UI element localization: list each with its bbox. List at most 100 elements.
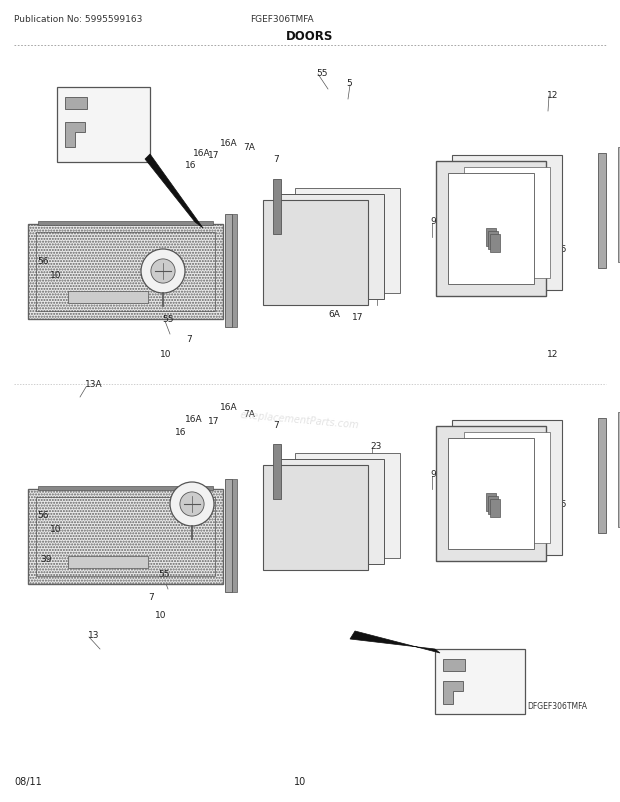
Circle shape bbox=[180, 492, 204, 516]
Text: 10: 10 bbox=[294, 776, 306, 786]
Text: 16A: 16A bbox=[220, 403, 237, 412]
Polygon shape bbox=[68, 557, 148, 569]
Polygon shape bbox=[452, 420, 562, 555]
Polygon shape bbox=[295, 188, 400, 294]
Text: 12: 12 bbox=[547, 91, 559, 99]
Polygon shape bbox=[443, 659, 465, 671]
Text: 23: 23 bbox=[452, 512, 463, 522]
Polygon shape bbox=[38, 486, 213, 490]
Text: 39: 39 bbox=[40, 555, 51, 564]
Polygon shape bbox=[28, 225, 223, 320]
Text: 7A: 7A bbox=[375, 533, 387, 542]
Polygon shape bbox=[490, 500, 500, 517]
Text: 9: 9 bbox=[430, 217, 436, 226]
Text: 23: 23 bbox=[370, 442, 381, 451]
Text: DFGEF306TMFA: DFGEF306TMFA bbox=[527, 702, 587, 711]
Text: 13: 13 bbox=[88, 630, 99, 640]
Text: 55: 55 bbox=[162, 315, 174, 324]
Polygon shape bbox=[279, 460, 384, 565]
Polygon shape bbox=[464, 168, 550, 278]
Polygon shape bbox=[486, 229, 496, 247]
Polygon shape bbox=[225, 215, 232, 327]
Polygon shape bbox=[68, 292, 148, 304]
Polygon shape bbox=[279, 195, 384, 300]
Polygon shape bbox=[57, 88, 150, 163]
Text: FGEF306TMFA: FGEF306TMFA bbox=[250, 15, 314, 25]
Text: 7A: 7A bbox=[243, 410, 255, 419]
Text: 17: 17 bbox=[208, 417, 219, 426]
Text: 22A: 22A bbox=[360, 188, 378, 197]
Polygon shape bbox=[65, 123, 85, 148]
Circle shape bbox=[151, 260, 175, 284]
Polygon shape bbox=[295, 453, 400, 558]
Polygon shape bbox=[436, 162, 546, 297]
Polygon shape bbox=[598, 419, 606, 533]
Text: 17: 17 bbox=[208, 150, 219, 160]
Polygon shape bbox=[488, 232, 498, 249]
Text: 10: 10 bbox=[50, 271, 61, 280]
Text: 08/11: 08/11 bbox=[14, 776, 42, 786]
Polygon shape bbox=[486, 493, 496, 512]
Polygon shape bbox=[435, 649, 525, 714]
Text: 7: 7 bbox=[273, 156, 279, 164]
Text: 9: 9 bbox=[430, 470, 436, 479]
Text: 5: 5 bbox=[346, 79, 352, 87]
Text: 55: 55 bbox=[158, 569, 169, 579]
Text: 42: 42 bbox=[90, 141, 100, 150]
Polygon shape bbox=[490, 235, 500, 253]
Text: 10: 10 bbox=[160, 350, 172, 359]
Text: 56: 56 bbox=[37, 510, 48, 519]
Circle shape bbox=[141, 249, 185, 294]
Text: 16: 16 bbox=[185, 160, 197, 169]
Text: 13A: 13A bbox=[85, 380, 103, 389]
Polygon shape bbox=[273, 180, 281, 235]
Polygon shape bbox=[618, 412, 620, 528]
Text: 10: 10 bbox=[50, 525, 61, 534]
Polygon shape bbox=[448, 439, 534, 549]
Polygon shape bbox=[488, 496, 498, 514]
Text: Publication No: 5995599163: Publication No: 5995599163 bbox=[14, 15, 143, 25]
Text: 42: 42 bbox=[468, 695, 479, 703]
Polygon shape bbox=[28, 489, 223, 585]
Polygon shape bbox=[232, 480, 237, 592]
Polygon shape bbox=[65, 98, 87, 110]
Text: 7: 7 bbox=[148, 593, 154, 602]
Text: 7A: 7A bbox=[375, 286, 387, 294]
Polygon shape bbox=[225, 480, 232, 592]
Polygon shape bbox=[263, 465, 368, 570]
Text: 16: 16 bbox=[175, 428, 187, 437]
Text: 3: 3 bbox=[520, 273, 526, 282]
Text: 6: 6 bbox=[305, 557, 311, 565]
Text: 16A: 16A bbox=[185, 415, 203, 424]
Text: 16A: 16A bbox=[220, 138, 237, 148]
Text: 55: 55 bbox=[555, 500, 567, 508]
Text: 10: 10 bbox=[155, 611, 167, 620]
Polygon shape bbox=[618, 148, 620, 263]
Text: 17: 17 bbox=[352, 313, 363, 322]
Polygon shape bbox=[448, 174, 534, 285]
Text: 64: 64 bbox=[468, 660, 479, 669]
Text: 56: 56 bbox=[37, 257, 48, 266]
Polygon shape bbox=[145, 155, 203, 229]
Polygon shape bbox=[598, 154, 606, 269]
Text: 64: 64 bbox=[90, 99, 100, 107]
Polygon shape bbox=[436, 427, 546, 561]
Text: 7: 7 bbox=[273, 421, 279, 430]
Circle shape bbox=[170, 482, 214, 526]
Text: 55: 55 bbox=[316, 68, 327, 78]
Text: 55: 55 bbox=[555, 245, 567, 254]
Text: 17: 17 bbox=[340, 563, 352, 572]
Text: 6A: 6A bbox=[328, 310, 340, 319]
Text: 12: 12 bbox=[547, 350, 559, 359]
Polygon shape bbox=[464, 432, 550, 543]
Text: 16A: 16A bbox=[193, 148, 211, 157]
Text: 7A: 7A bbox=[243, 144, 255, 152]
Text: 3: 3 bbox=[520, 523, 526, 532]
Polygon shape bbox=[232, 215, 237, 327]
Polygon shape bbox=[38, 221, 213, 225]
Text: 23A: 23A bbox=[462, 263, 479, 272]
Polygon shape bbox=[443, 681, 463, 704]
Polygon shape bbox=[350, 631, 440, 653]
Polygon shape bbox=[452, 156, 562, 290]
Text: 7: 7 bbox=[186, 335, 192, 344]
